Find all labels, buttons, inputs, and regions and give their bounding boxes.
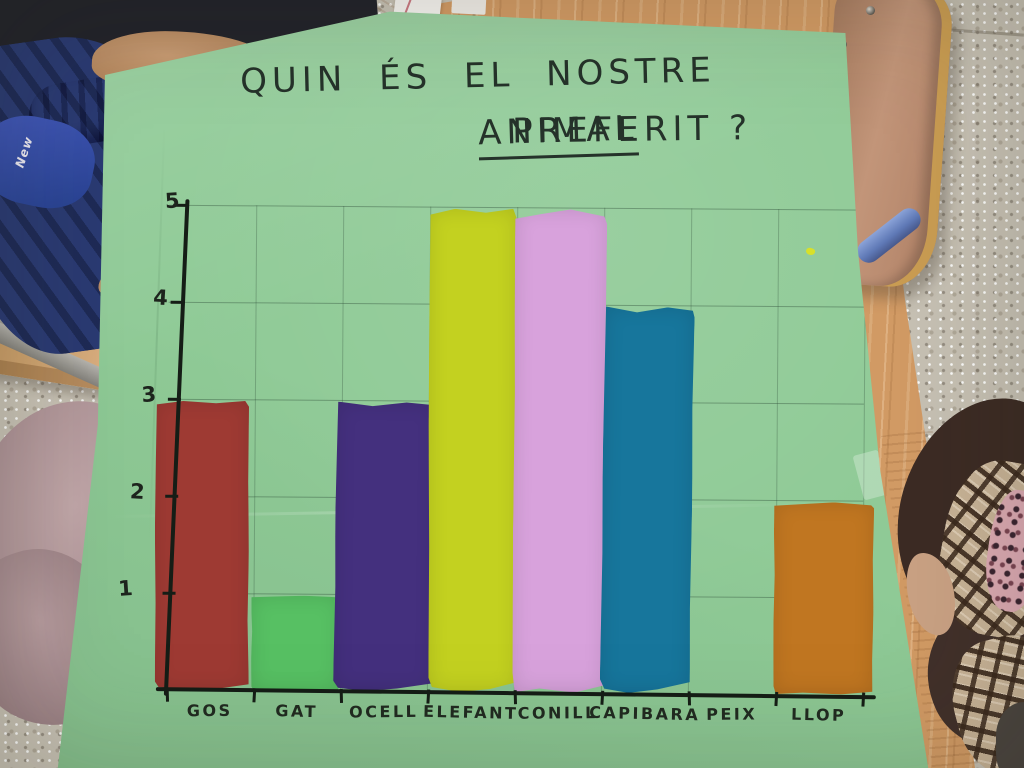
bar-conill	[512, 209, 607, 693]
y-label-4: 4	[152, 285, 169, 311]
bar-llop	[773, 502, 874, 695]
y-label-3: 3	[140, 382, 157, 408]
y-label-1: 1	[117, 576, 134, 601]
bar-elefant	[428, 209, 516, 692]
bar-ocell	[333, 402, 437, 692]
sticker	[451, 0, 487, 15]
screw-icon	[866, 6, 875, 15]
y-label-2: 2	[129, 479, 146, 504]
bar-gat	[251, 595, 340, 691]
x-label-llop: LLOP	[790, 704, 847, 725]
bar-capibara	[600, 307, 695, 694]
poster-paper: QUIN ÉS EL NOSTRE ANIMAL PREFERIT ? GOS GA…	[57, 11, 929, 768]
bar-chart: GOS GAT OCELL ELEFANT CONILL CAPIBARA PEIX LLOP…	[58, 12, 928, 768]
